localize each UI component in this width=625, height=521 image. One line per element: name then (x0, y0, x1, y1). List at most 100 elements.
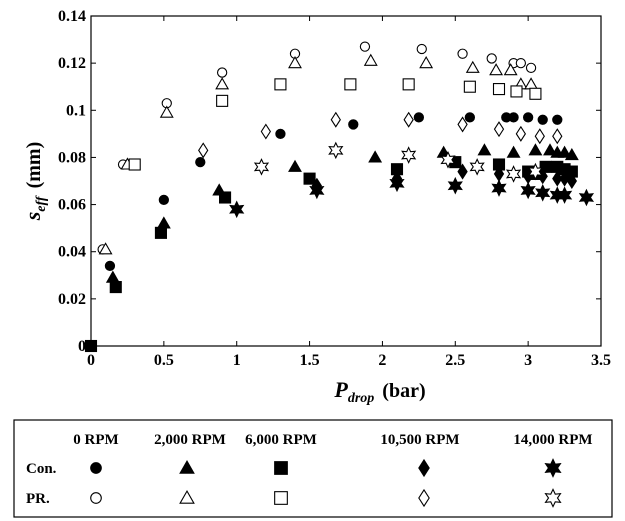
data-point (493, 121, 505, 138)
data-point (559, 170, 570, 187)
data-point (363, 53, 378, 66)
data-point (552, 114, 563, 125)
data-point (229, 200, 245, 219)
data-point (552, 128, 563, 145)
legend-marker (179, 489, 195, 504)
legend-column-header: 14,000 RPM (513, 432, 592, 448)
data-point (419, 56, 434, 69)
x-tick-label: 0 (87, 352, 95, 369)
data-point (486, 53, 497, 64)
data-point (219, 191, 232, 204)
x-tick-label: 3 (524, 352, 532, 369)
series-6 (98, 53, 539, 255)
legend-marker (274, 461, 288, 475)
data-point (528, 143, 543, 156)
data-point (253, 158, 270, 176)
series-1 (105, 143, 579, 283)
data-point (564, 147, 579, 161)
data-point (416, 43, 427, 55)
data-point (520, 181, 536, 200)
data-point (158, 194, 170, 206)
x-axis-label: Pdrop (bar) (333, 377, 425, 406)
legend-marker (179, 459, 195, 474)
data-point (303, 172, 316, 185)
data-point (154, 226, 167, 239)
data-point (330, 111, 341, 128)
legend-marker (418, 458, 430, 478)
data-point (506, 145, 521, 158)
data-point (524, 77, 539, 90)
y-tick-label: 0.04 (58, 244, 86, 261)
data-point (275, 128, 286, 140)
data-point (557, 145, 572, 158)
data-point (195, 156, 206, 168)
data-point (492, 83, 506, 96)
legend-row-label: Con. (26, 461, 57, 477)
data-point (477, 143, 492, 156)
data-point (105, 270, 120, 283)
data-point (216, 94, 229, 107)
data-point (128, 158, 141, 171)
data-point (216, 67, 228, 78)
data-point (505, 165, 522, 183)
series-7 (128, 78, 542, 171)
data-point (465, 60, 480, 73)
legend-row-label: PR. (26, 491, 50, 507)
y-axis-label: seff(mm) (20, 142, 49, 222)
series-9 (253, 141, 544, 183)
legend-marker (274, 491, 288, 505)
data-point (556, 186, 573, 204)
plot-area-frame (90, 15, 602, 347)
x-tick-label: 3.5 (591, 352, 611, 369)
data-point (359, 41, 371, 52)
data-point (288, 159, 302, 172)
data-point (260, 123, 272, 140)
data-point (104, 260, 116, 272)
data-point (491, 179, 507, 197)
data-point (440, 151, 456, 169)
data-point (98, 242, 113, 255)
data-point (543, 143, 557, 156)
legend-box (13, 419, 613, 518)
y-tick-label: 0.08 (58, 149, 86, 166)
data-point (525, 62, 537, 74)
x-tick-label: 1 (233, 352, 241, 369)
data-point (463, 80, 476, 93)
data-point (469, 158, 485, 176)
data-point (328, 141, 344, 160)
legend-marker (90, 492, 102, 504)
legend-marker (544, 488, 562, 508)
y-tick-label: 0.06 (58, 197, 86, 214)
data-point (288, 56, 302, 69)
legend-column-header: 6,000 RPM (245, 432, 317, 448)
legend-column-header: 2,000 RPM (154, 432, 226, 448)
data-point (527, 162, 544, 181)
y-tick-label: 0 (78, 338, 86, 355)
data-point (464, 112, 476, 123)
data-point (413, 112, 425, 123)
data-point (198, 142, 209, 159)
y-tick-label: 0.02 (58, 291, 86, 308)
data-point (552, 170, 563, 187)
data-point (447, 176, 463, 195)
legend-marker (544, 458, 562, 478)
series-0 (104, 112, 563, 272)
data-point (401, 146, 417, 164)
data-point (389, 174, 405, 193)
data-point (566, 172, 578, 190)
data-point (156, 216, 171, 229)
data-point (368, 150, 383, 163)
x-tick-label: 1.5 (300, 352, 320, 369)
data-point (515, 125, 527, 142)
data-point (84, 339, 98, 353)
data-point (109, 281, 122, 294)
data-point (457, 163, 468, 180)
legend-marker (90, 462, 102, 474)
data-point (403, 111, 414, 128)
data-point (489, 63, 504, 76)
data-point (529, 87, 542, 100)
data-point (344, 78, 357, 91)
data-point (159, 105, 174, 118)
x-tick-label: 2.5 (445, 352, 465, 369)
